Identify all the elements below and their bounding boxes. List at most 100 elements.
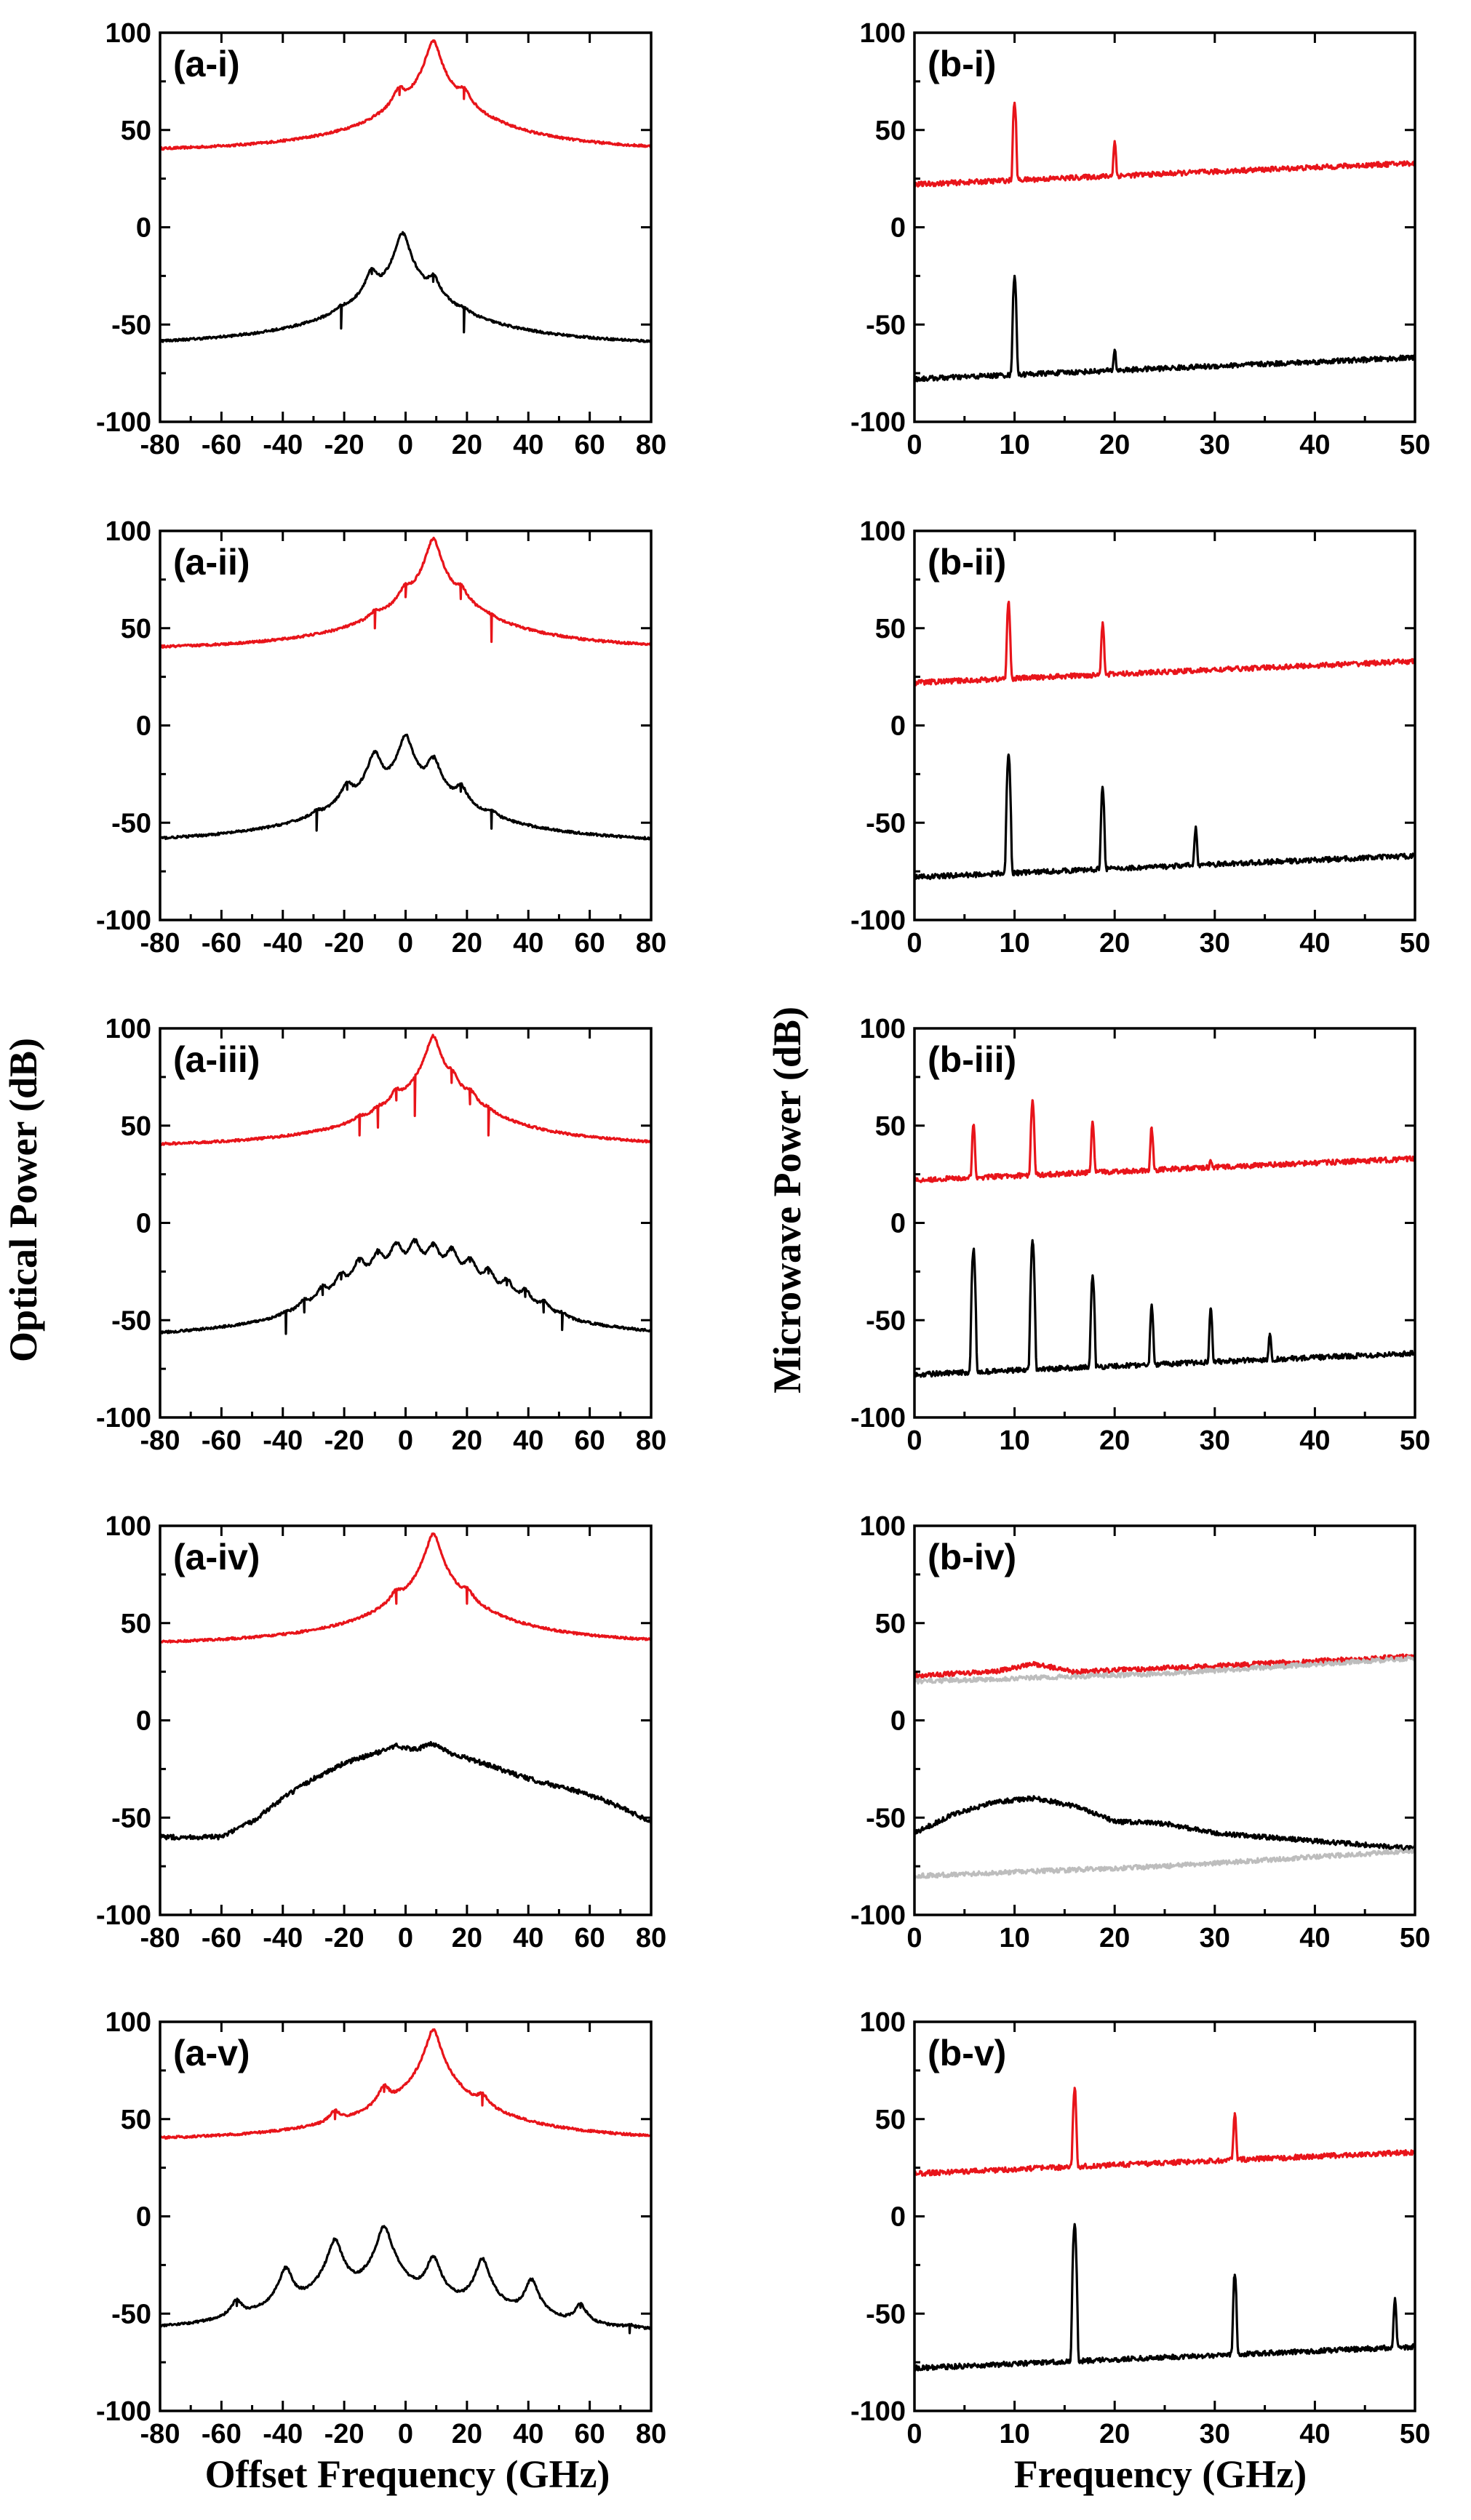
x-tick-label-a-iii: -20 [324, 1425, 364, 1456]
y-tick-label-b-ii: -50 [866, 808, 906, 839]
y-tick-label-b-i: 50 [875, 116, 906, 146]
x-tick-label-a-v: -20 [324, 2419, 364, 2449]
x-tick-label-a-iii: 0 [398, 1425, 413, 1456]
y-tick-label-a-i: -50 [111, 310, 151, 340]
x-tick-label-b-ii: 40 [1299, 928, 1330, 959]
x-tick-label-b-v: 20 [1099, 2419, 1130, 2449]
x-tick-label-b-v: 40 [1299, 2419, 1330, 2449]
x-tick-label-b-ii: 30 [1200, 928, 1230, 959]
y-tick-label-a-ii: 100 [105, 516, 151, 547]
x-tick-label-b-iv: 10 [999, 1923, 1029, 1953]
traces-b-v [914, 2087, 1415, 2372]
y-tick-label-a-iii: 0 [136, 1209, 151, 1239]
traces-a-i [160, 39, 651, 343]
y-tick-label-b-iii: 0 [890, 1209, 906, 1239]
x-tick-label-a-iv: -20 [324, 1923, 364, 1953]
y-tick-label-a-i: 50 [121, 116, 151, 146]
traces-b-i [914, 101, 1415, 383]
y-tick-label-a-iv: 0 [136, 1706, 151, 1737]
x-tick-label-a-iii: 80 [636, 1425, 666, 1456]
y-tick-label-b-iv: -50 [866, 1803, 906, 1833]
x-tick-label-a-ii: 0 [398, 928, 413, 959]
traces-a-iii [160, 1033, 651, 1335]
x-tick-label-b-v: 30 [1200, 2419, 1230, 2449]
right-y-axis-title: Microwave Power (dB) [765, 1007, 809, 1393]
panel-label-b-ii: (b-ii) [928, 542, 1006, 583]
y-tick-label-b-v: 50 [875, 2105, 906, 2135]
x-tick-label-a-iv: 80 [636, 1923, 666, 1953]
panel-a-i: -100 -50 0 50 100 -80 -60 -40 -20 0 20 40 60 80 (a-i) [96, 18, 666, 460]
y-tick-label-b-v: -50 [866, 2299, 906, 2329]
trace-a-i-upper [160, 39, 651, 151]
x-tick-label-b-i: 40 [1299, 430, 1330, 460]
panel-label-a-i: (a-i) [173, 44, 240, 84]
panel-label-b-iv: (b-iv) [928, 1537, 1016, 1577]
trace-a-iv-upper [160, 1532, 651, 1644]
panel-b-ii: -100 -50 0 50 100 0 10 20 30 40 50 (b-ii) [850, 516, 1430, 959]
x-tick-label-a-v: -40 [263, 2419, 303, 2449]
panel-label-b-v: (b-v) [928, 2033, 1006, 2073]
y-tick-label-b-iii: 50 [875, 1111, 906, 1142]
trace-b-iv-lower [914, 1795, 1415, 1852]
x-tick-label-a-iv: 40 [513, 1923, 543, 1953]
trace-b-ii-upper [914, 600, 1415, 687]
trace-b-iii-lower [914, 1239, 1415, 1378]
x-tick-label-a-ii: 60 [574, 928, 605, 959]
x-tick-label-b-i: 20 [1099, 430, 1130, 460]
y-tick-label-b-i: 100 [860, 18, 906, 49]
traces-b-ii [914, 600, 1415, 881]
x-tick-label-a-ii: -40 [263, 928, 303, 959]
x-tick-label-a-v: 40 [513, 2419, 543, 2449]
y-tick-label-a-iii: 50 [121, 1111, 151, 1142]
y-tick-label-b-v: 0 [890, 2202, 906, 2233]
x-tick-label-a-ii: 20 [452, 928, 482, 959]
trace-b-ii-lower [914, 753, 1415, 881]
panel-label-a-iii: (a-iii) [173, 1039, 260, 1080]
y-tick-label-a-iv: 50 [121, 1609, 151, 1639]
y-tick-label-a-iii: -100 [96, 1403, 151, 1433]
x-tick-label-a-i: -40 [263, 430, 303, 460]
x-tick-label-b-iii: 20 [1099, 1425, 1130, 1456]
x-tick-label-b-i: 0 [906, 430, 922, 460]
y-tick-label-b-iv: -100 [850, 1900, 906, 1931]
x-tick-label-b-iii: 40 [1299, 1425, 1330, 1456]
x-tick-label-a-ii: 40 [513, 928, 543, 959]
left-y-axis-title: Optical Power (dB) [1, 1038, 45, 1362]
panel-label-b-i: (b-i) [928, 44, 996, 84]
x-tick-label-a-i: 40 [513, 430, 543, 460]
panel-label-b-iii: (b-iii) [928, 1039, 1016, 1080]
trace-b-v-upper [914, 2087, 1415, 2177]
y-tick-label-b-i: -100 [850, 407, 906, 438]
x-tick-label-a-i: 60 [574, 430, 605, 460]
y-tick-label-b-iii: -50 [866, 1305, 906, 1336]
trace-a-v-upper [160, 2028, 651, 2140]
x-tick-label-b-ii: 0 [906, 928, 922, 959]
x-tick-label-b-i: 10 [999, 430, 1029, 460]
x-tick-label-a-iii: -40 [263, 1425, 303, 1456]
x-tick-label-b-v: 10 [999, 2419, 1029, 2449]
x-tick-label-b-iii: 10 [999, 1425, 1029, 1456]
traces-a-iv [160, 1532, 651, 1841]
y-tick-label-a-iv: -50 [111, 1803, 151, 1833]
x-tick-label-a-v: 60 [574, 2419, 605, 2449]
x-tick-label-b-v: 0 [906, 2419, 922, 2449]
y-tick-label-a-v: -50 [111, 2299, 151, 2329]
panel-label-a-iv: (a-iv) [173, 1537, 260, 1577]
x-tick-label-a-v: 80 [636, 2419, 666, 2449]
right-x-axis-title: Frequency (GHz) [1014, 2452, 1307, 2496]
y-tick-label-b-iii: -100 [850, 1403, 906, 1433]
x-tick-label-b-iii: 0 [906, 1425, 922, 1456]
y-tick-label-b-ii: 50 [875, 614, 906, 644]
trace-a-iv-lower [160, 1740, 651, 1841]
x-tick-label-a-v: -60 [202, 2419, 242, 2449]
x-tick-label-a-ii: -80 [140, 928, 180, 959]
y-tick-label-a-iv: -100 [96, 1900, 151, 1931]
x-tick-label-a-iv: 0 [398, 1923, 413, 1953]
y-tick-label-a-i: 100 [105, 18, 151, 49]
y-tick-label-b-iv: 50 [875, 1609, 906, 1639]
panel-b-iv: -100 -50 0 50 100 0 10 20 30 40 50 (b-iv) [850, 1511, 1430, 1953]
y-tick-label-a-iv: 100 [105, 1511, 151, 1542]
x-tick-label-a-iv: -60 [202, 1923, 242, 1953]
